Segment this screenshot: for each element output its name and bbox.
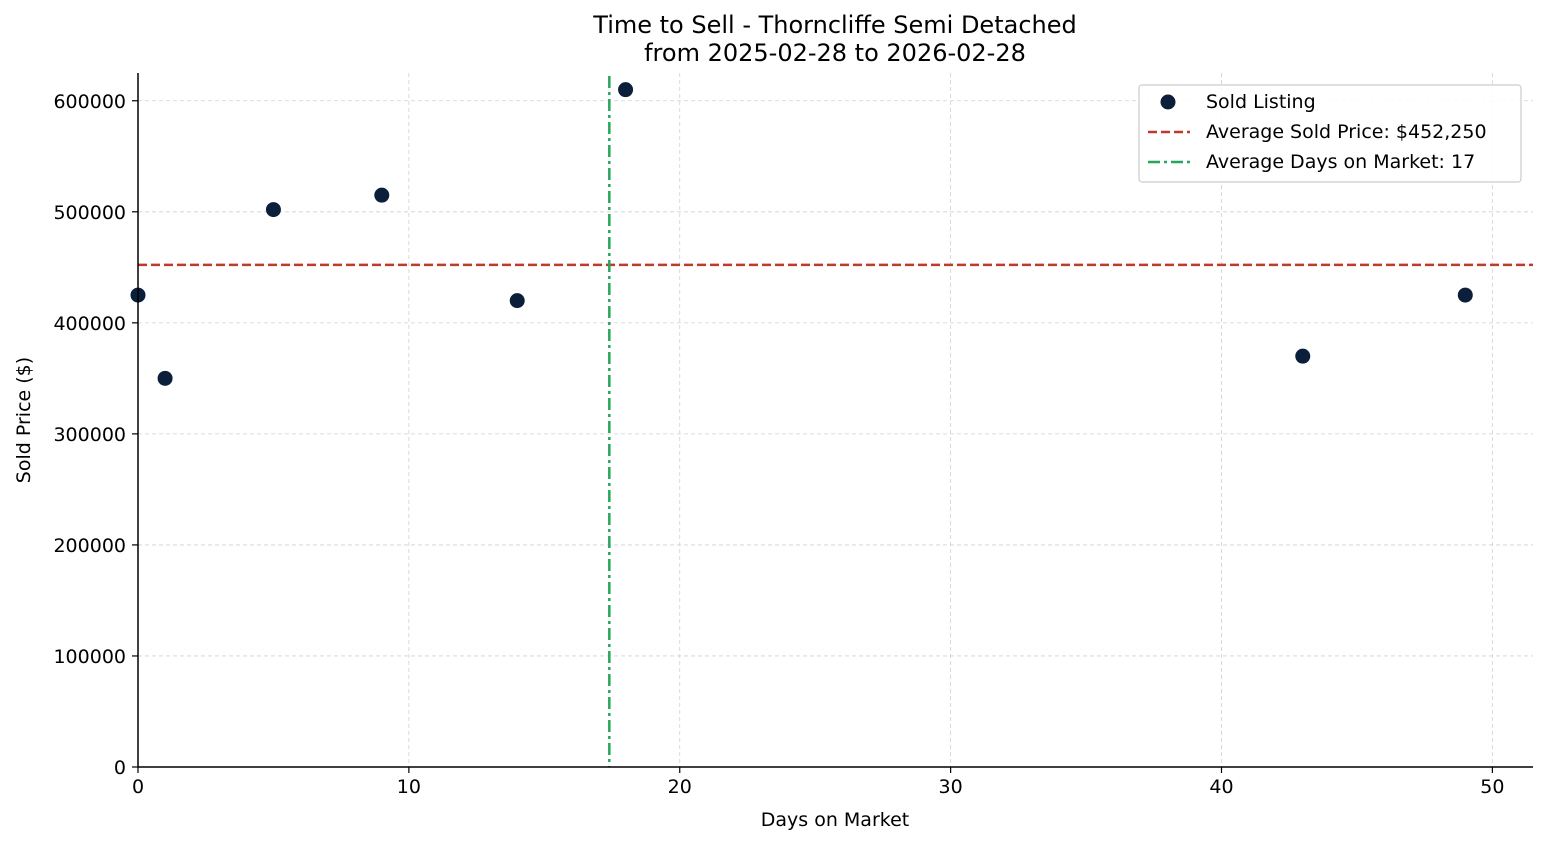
x-tick-label: 50: [1480, 776, 1504, 798]
data-point: [1295, 348, 1311, 364]
data-point: [509, 293, 525, 309]
y-tick-label: 100000: [53, 646, 126, 668]
grid-lines: [138, 73, 1533, 767]
data-points: [130, 82, 1473, 386]
legend-label-avg-price: Average Sold Price: $452,250: [1206, 121, 1487, 143]
data-point: [618, 82, 634, 98]
legend-label-sold: Sold Listing: [1206, 91, 1316, 113]
chart-subtitle: from 2025-02-28 to 2026-02-28: [644, 39, 1026, 67]
data-point: [374, 187, 390, 203]
y-axis-label: Sold Price ($): [13, 357, 35, 483]
y-tick-label: 500000: [53, 202, 126, 224]
x-axis-ticks: 0 10 20 30 40 50: [132, 767, 1504, 798]
legend: Sold Listing Average Sold Price: $452,25…: [1138, 84, 1522, 183]
y-tick-label: 0: [114, 757, 126, 779]
legend-box: [1138, 84, 1522, 183]
data-point: [265, 202, 281, 218]
y-tick-label: 200000: [53, 535, 126, 557]
x-axis-label: Days on Market: [761, 809, 909, 831]
reference-lines: [138, 76, 1533, 767]
x-tick-label: 30: [939, 776, 963, 798]
legend-label-avg-days: Average Days on Market: 17: [1206, 151, 1475, 173]
x-tick-label: 0: [132, 776, 144, 798]
data-point: [1457, 287, 1473, 303]
y-tick-label: 400000: [53, 313, 126, 335]
chart-title: Time to Sell - Thorncliffe Semi Detached: [592, 11, 1076, 39]
y-axis-ticks: 0 100000 200000 300000 400000 500000 600000: [53, 91, 138, 779]
y-tick-label: 600000: [53, 91, 126, 113]
x-tick-label: 10: [397, 776, 421, 798]
data-point: [157, 370, 173, 386]
x-tick-label: 20: [668, 776, 692, 798]
y-tick-label: 300000: [53, 424, 126, 446]
x-tick-label: 40: [1209, 776, 1233, 798]
legend-marker-sold: [1160, 94, 1176, 110]
